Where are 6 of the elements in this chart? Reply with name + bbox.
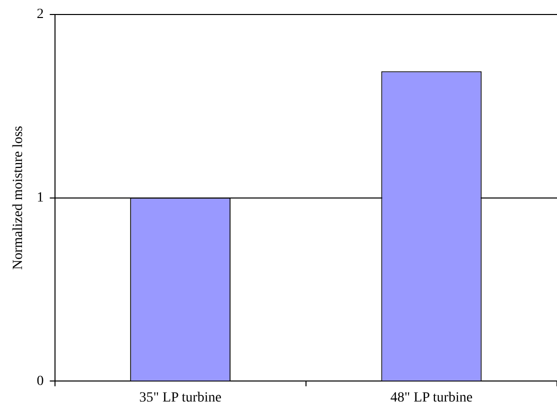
y-tick-label: 2: [36, 7, 44, 22]
y-tick-label: 1: [36, 190, 44, 206]
x-tick-label: 35" LP turbine: [139, 390, 222, 406]
y-tick-label: 0: [36, 374, 44, 389]
x-tick-label: 48" LP turbine: [390, 390, 473, 406]
y-axis-title: Normalized moisture loss: [11, 126, 26, 270]
